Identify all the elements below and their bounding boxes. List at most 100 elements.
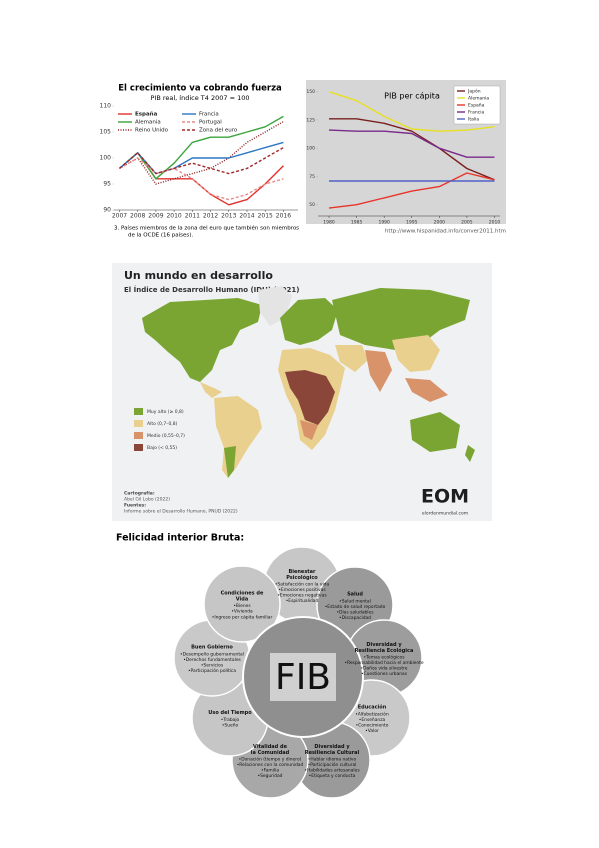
node-title: Educación	[358, 703, 387, 710]
series-line	[119, 157, 284, 201]
node-title: Buen Gobierno	[191, 644, 233, 650]
legend-label: Muy alto (≥ 0,8)	[147, 409, 184, 415]
x-tick-label: 2010	[166, 213, 181, 220]
node-item: •Salud mental	[339, 598, 371, 604]
center-box	[270, 653, 336, 701]
chart-title: El crecimiento va cobrando fuerza	[118, 84, 282, 94]
east-asia	[392, 335, 440, 372]
southeast-asia	[405, 378, 448, 402]
europe	[280, 298, 338, 345]
chart-subtitle: PIB real, índice T4 2007 = 100	[150, 94, 249, 102]
node-item: •Temas ecológicos	[364, 653, 406, 660]
node-item: •Ingreso per cápita familiar	[212, 613, 273, 620]
legend-label: Zona del euro	[199, 128, 238, 134]
heading: Felicidad interior Bruta:	[116, 533, 244, 544]
legend-label: Bajo (< 0,55)	[147, 445, 177, 451]
node-item: •Desempeño gubernamental	[180, 651, 244, 657]
legend-label: Alto (0,7–0,8)	[147, 421, 178, 427]
legend-label: Francia	[468, 110, 484, 116]
legend-label: Alemania	[468, 96, 489, 102]
center-label: FIB	[275, 657, 331, 698]
node-item: •Valor	[365, 728, 379, 734]
legend-label: Portugal	[199, 120, 222, 126]
y-tick-label: 110	[100, 103, 112, 110]
map-subtitle: El Índice de Desarrollo Humano (IDH) (20…	[124, 285, 299, 294]
map-title: Un mundo en desarrollo	[124, 269, 273, 282]
world-map	[142, 286, 475, 478]
node-item: •Relaciones con la comunidad	[237, 762, 304, 768]
chart-title: PIB per cápita	[384, 92, 440, 101]
legend-label: Medio (0,55–0,7)	[147, 433, 185, 439]
series-line	[329, 118, 495, 181]
x-tick-label: 1985	[351, 220, 363, 226]
credit: Informe sobre el Desarrollo Humano, PNUD…	[124, 509, 238, 515]
x-tick-label: 2016	[276, 213, 291, 220]
node-circle	[203, 565, 281, 643]
series-line	[328, 172, 495, 209]
x-tick-label: 2011	[185, 213, 200, 220]
legend-swatch	[134, 408, 143, 415]
y-tick-label: 105	[100, 129, 112, 136]
node-item: •Conocimiento	[356, 723, 389, 729]
x-tick-label: 2010	[489, 220, 501, 226]
africa-low	[285, 370, 335, 425]
node-item: •Satisfacción con la vida	[275, 580, 330, 587]
node-item: •Días saludables	[336, 609, 374, 616]
southern-cone	[224, 446, 236, 478]
middle-east	[335, 345, 368, 372]
credit: Abel Gil Lobo (2022)	[124, 497, 170, 503]
legend-label: Italia	[468, 117, 479, 123]
legend-label: España	[468, 103, 485, 109]
chart-panel	[108, 72, 302, 234]
node-item: •Sueño	[222, 723, 239, 729]
y-tick-label: 90	[103, 207, 111, 214]
x-tick-label: 2008	[130, 213, 145, 220]
y-tick-label: 95	[103, 181, 111, 188]
node-item: •Alfabetización	[355, 710, 389, 717]
x-tick-label: 2012	[203, 213, 218, 220]
node-item: •Etiqueta y conducta	[309, 773, 356, 779]
x-tick-label: 2005	[461, 220, 473, 226]
node-item: •Hablar idioma nativo	[308, 756, 357, 762]
node-item: •Bienes	[233, 603, 251, 609]
legend-swatch	[134, 444, 143, 451]
node-item: •Daños vida silvestre	[361, 666, 408, 672]
node-item: •Cuestiones urbanas	[361, 671, 408, 677]
node-item: •Seguridad	[258, 773, 283, 779]
y-tick-label: 50	[309, 202, 315, 208]
x-tick-label: 1990	[378, 220, 390, 226]
series-line	[328, 91, 495, 132]
node-item: •Trabajo	[221, 717, 240, 723]
node-item: •Enseñanza	[359, 717, 386, 723]
x-tick-label: 2009	[148, 213, 163, 220]
legend-swatch	[134, 420, 143, 427]
north-america	[142, 298, 262, 382]
africa-medium	[300, 420, 318, 440]
node-item: •Estado de salud reportado	[325, 604, 386, 610]
node-item: •Derechos fundamentales	[183, 657, 241, 663]
node-title: Bienestar Psicológico	[286, 568, 318, 580]
south-asia	[365, 350, 392, 392]
series-line	[119, 146, 284, 175]
series-line	[328, 129, 495, 158]
node-title: Diversidad y Resiliencia Cultural	[305, 743, 360, 755]
node-item: •Emociones positivas	[278, 587, 326, 593]
y-tick-label: 150	[306, 89, 315, 95]
note: 3. Países miembros de la zona del euro q…	[114, 225, 299, 232]
logo-url: elordenmundial.com	[422, 511, 468, 517]
node-item: •Servicios	[201, 663, 224, 669]
node-item: •Vivienda	[231, 609, 253, 615]
node-item: •Emociones negativas	[277, 593, 327, 599]
legend-label: Francia	[199, 112, 219, 118]
node-title: Diversidad y Resiliencia Ecológica	[355, 641, 414, 653]
x-tick-label: 2014	[239, 213, 254, 220]
node-item: •Donación (tiempo y dinero)	[239, 755, 302, 762]
credit: Fuentes:	[124, 503, 146, 509]
legend-label: España	[135, 112, 158, 118]
x-tick-label: 1980	[323, 220, 335, 226]
series-line	[119, 120, 284, 185]
new-zealand	[465, 445, 475, 462]
node-title: Uso del Tiempo	[208, 710, 252, 716]
legend-label: Reino Unido	[135, 128, 169, 134]
